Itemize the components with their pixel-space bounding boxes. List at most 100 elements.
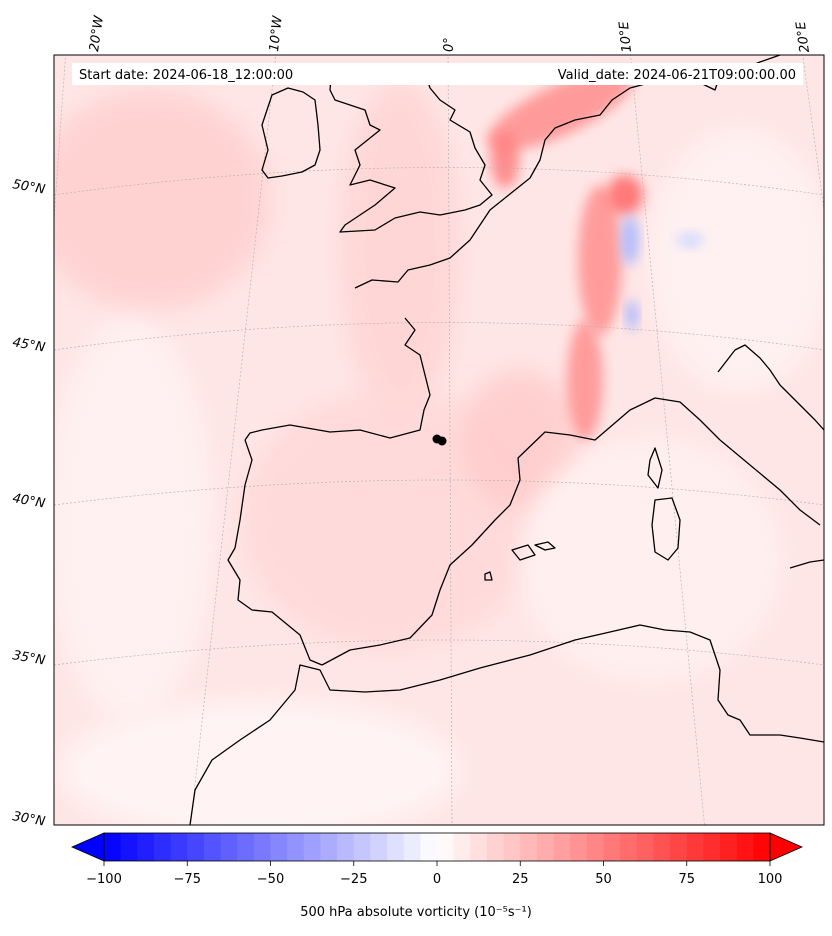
lon-label: 10°W xyxy=(267,14,286,52)
valid-date-label: Valid_date: 2024-06-21T09:00:00.00 xyxy=(558,68,796,83)
lon-label: 0° xyxy=(442,37,457,52)
colorbar-segment xyxy=(120,833,138,861)
coast-corsica xyxy=(647,447,663,489)
colorbar-segment xyxy=(536,833,555,861)
parallel-45n xyxy=(54,322,824,351)
coast-spain-west xyxy=(227,439,323,666)
coast-italy xyxy=(719,439,821,526)
longitude-labels: 20°W 10°W 0° 10°E 20°E xyxy=(87,14,813,54)
map-frame xyxy=(53,54,825,826)
lat-label: 35°N xyxy=(11,648,46,669)
colorbar-tick-label: 100 xyxy=(758,872,783,887)
colorbar-segment xyxy=(137,833,155,861)
latitude-labels: 50°N 45°N 40°N 35°N 30°N xyxy=(11,177,46,830)
colorbar-segment xyxy=(570,833,588,861)
map-panel xyxy=(54,55,824,825)
colorbar-segment xyxy=(686,833,704,861)
colorbar-tick-label: −50 xyxy=(257,872,284,887)
colorbar-segment xyxy=(170,833,188,861)
field-gulf-lion xyxy=(460,370,580,510)
colorbar-segment xyxy=(403,833,421,861)
field-south-weak xyxy=(60,700,460,825)
vorticity-field xyxy=(54,69,824,825)
field-alpine-band-top xyxy=(607,175,643,215)
colorbar-segment xyxy=(603,833,621,861)
parallel-50n xyxy=(54,167,824,196)
colorbar-segment xyxy=(753,833,771,861)
field-north-sea-band xyxy=(486,69,634,151)
colorbar-segment xyxy=(586,833,604,861)
lat-label: 45°N xyxy=(11,335,46,356)
colorbar-segment xyxy=(337,833,355,861)
colorbar-segment xyxy=(470,833,488,861)
colorbar-segment xyxy=(703,833,721,861)
meridian-10e xyxy=(630,55,705,825)
colorbar-segments xyxy=(104,833,771,861)
coast-sardinia xyxy=(651,497,681,561)
colorbar-segment xyxy=(153,833,172,861)
field-biscay-plume xyxy=(340,80,460,420)
colorbar-segment xyxy=(237,833,255,861)
colorbar-segment xyxy=(486,833,505,861)
field-atlantic-northwest xyxy=(54,90,270,310)
colorbar-segment xyxy=(387,833,405,861)
coast-north-africa xyxy=(189,624,824,825)
lat-label: 50°N xyxy=(11,177,46,198)
field-east-weak xyxy=(650,130,824,390)
colorbar-tick-label: −75 xyxy=(174,872,201,887)
parallel-35n xyxy=(54,639,824,666)
colorbar-segment xyxy=(503,833,521,861)
colorbar-segment xyxy=(736,833,754,861)
colorbar-tick-label: 50 xyxy=(595,872,612,887)
field-alpine-band-2 xyxy=(567,320,603,440)
storm-center-marker xyxy=(432,434,447,446)
coast-spain-south-east xyxy=(321,397,721,666)
colorbar-label: 500 hPa absolute vorticity (10⁻⁵s⁻¹) xyxy=(300,905,532,920)
coast-sicily xyxy=(789,559,824,569)
colorbar-segment xyxy=(520,833,538,861)
colorbar-segment xyxy=(287,833,305,861)
header-info: Start date: 2024-06-18_12:00:00 Valid_da… xyxy=(72,63,803,85)
coast-balearic-majorca xyxy=(534,541,556,551)
parallel-40n xyxy=(54,479,824,506)
colorbar-segment xyxy=(653,833,671,861)
field-west-atlantic-weak xyxy=(54,320,210,720)
lon-label: 10°E xyxy=(617,20,635,53)
colorbar-segment xyxy=(303,833,321,861)
colorbar-segment xyxy=(553,833,571,861)
meridian-20w xyxy=(54,55,66,224)
colorbar-segment xyxy=(253,833,271,861)
field-english-channel-band xyxy=(491,132,519,188)
start-date-label: Start date: 2024-06-18_12:00:00 xyxy=(79,68,293,83)
coast-great-britain xyxy=(329,64,493,233)
colorbar-segment xyxy=(104,833,122,861)
colorbar-segment xyxy=(270,833,288,861)
coast-france-west xyxy=(244,317,431,441)
colorbar-segment xyxy=(370,833,388,861)
colorbar-segment xyxy=(420,833,438,861)
meridian-0 xyxy=(447,55,453,825)
field-alpine-negative-3 xyxy=(676,232,704,248)
coast-france-atlantic xyxy=(354,189,516,289)
field-alpine-band-1 xyxy=(578,185,622,335)
field-alpine-negative-1 xyxy=(621,215,639,265)
colorbar-tick-label: −25 xyxy=(340,872,367,887)
coast-ireland xyxy=(261,87,321,179)
lon-label: 20°E xyxy=(794,20,813,54)
graticule xyxy=(54,55,824,825)
colorbar-segment xyxy=(203,833,222,861)
coast-ibiza xyxy=(484,571,493,581)
coast-adriatic xyxy=(717,344,824,431)
colorbar-segment xyxy=(353,833,371,861)
lat-label: 40°N xyxy=(11,491,46,512)
colorbar-extend-high xyxy=(769,832,803,862)
colorbar-segment xyxy=(620,833,638,861)
colorbar-tick-label: 0 xyxy=(433,872,441,887)
colorbar-ticks: −100 −75 −50 −25 0 25 50 75 100 xyxy=(86,861,782,887)
lon-label: 20°W xyxy=(87,14,107,53)
colorbar-segment xyxy=(670,833,688,861)
colorbar-segment xyxy=(220,833,238,861)
colorbar-segment xyxy=(187,833,205,861)
colorbar-tick-label: 75 xyxy=(678,872,695,887)
colorbar-tick-label: −100 xyxy=(86,872,122,887)
